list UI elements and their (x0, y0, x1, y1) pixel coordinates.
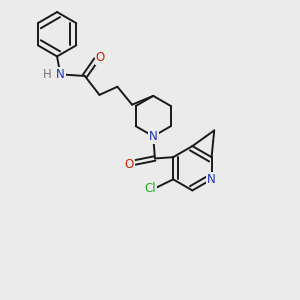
Text: H: H (43, 68, 52, 81)
Text: O: O (95, 51, 105, 64)
Text: O: O (125, 158, 134, 170)
Text: N: N (207, 173, 216, 186)
Text: N: N (56, 68, 65, 81)
Text: Cl: Cl (145, 182, 156, 195)
Text: N: N (149, 130, 158, 143)
